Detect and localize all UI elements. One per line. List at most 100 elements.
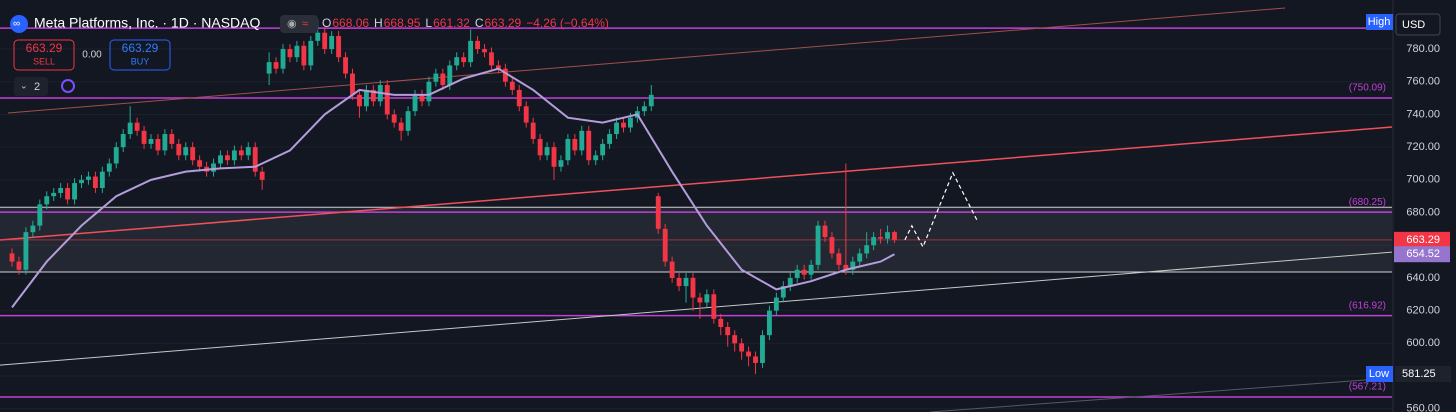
ohlc-key: H bbox=[374, 16, 383, 30]
candle-body bbox=[120, 134, 126, 148]
candle-body bbox=[801, 269, 807, 275]
low-label: Low bbox=[1369, 368, 1389, 380]
candle-body bbox=[141, 130, 147, 144]
candle-body bbox=[370, 89, 376, 102]
buy-button[interactable] bbox=[109, 39, 171, 71]
candle-body bbox=[746, 351, 751, 357]
candle-body bbox=[760, 335, 765, 363]
candle-body bbox=[99, 171, 105, 189]
candle-body bbox=[322, 32, 328, 50]
sell-price: 663.29 bbox=[26, 41, 63, 55]
candle-body bbox=[509, 81, 515, 90]
candle-body bbox=[294, 45, 300, 58]
candle-body bbox=[266, 62, 272, 74]
layers-toggle[interactable] bbox=[14, 77, 48, 96]
icon-group[interactable] bbox=[280, 15, 318, 33]
currency: USD bbox=[1402, 19, 1425, 31]
y-tick-label: 680.00 bbox=[1406, 206, 1440, 218]
candle-body bbox=[308, 40, 314, 66]
level-label: (567.21) bbox=[1349, 382, 1386, 393]
chevron: ⌄ bbox=[20, 80, 28, 90]
currency-button[interactable] bbox=[1395, 13, 1441, 36]
candle-body bbox=[878, 237, 884, 239]
refresh-icon[interactable] bbox=[61, 79, 75, 93]
candle-body bbox=[551, 147, 557, 167]
candle-body bbox=[245, 147, 251, 156]
candle-body bbox=[169, 134, 175, 144]
ma-tag-box bbox=[1394, 246, 1450, 263]
candle-body bbox=[329, 35, 335, 50]
candle-body bbox=[92, 176, 98, 189]
candle-body bbox=[301, 45, 307, 66]
candle-body bbox=[218, 155, 223, 164]
level-label: (616.92) bbox=[1349, 300, 1386, 311]
low-value: 581.25 bbox=[1402, 368, 1436, 380]
candle-body bbox=[690, 277, 696, 298]
y-tick-label: 760.00 bbox=[1406, 76, 1440, 88]
candle-body bbox=[259, 171, 265, 180]
candle-body bbox=[669, 261, 675, 278]
candle-body bbox=[9, 253, 15, 262]
candle-body bbox=[30, 225, 36, 233]
candle-body bbox=[787, 277, 793, 287]
candle-body bbox=[461, 57, 467, 63]
ma-tag: 654.52 bbox=[1406, 248, 1440, 260]
y-tick-label: 560.00 bbox=[1406, 403, 1440, 412]
candle-body bbox=[829, 237, 835, 254]
candle-body bbox=[732, 335, 738, 344]
candle-body bbox=[704, 294, 710, 303]
candle-body bbox=[37, 204, 43, 226]
candle-body bbox=[753, 356, 758, 363]
candle-body bbox=[231, 150, 237, 161]
moving-average bbox=[11, 67, 895, 308]
candle-body bbox=[523, 106, 529, 123]
change: −4.26 (−0.64%) bbox=[526, 16, 609, 30]
candle-body bbox=[537, 138, 543, 156]
candle-body bbox=[857, 253, 863, 262]
candle-body bbox=[655, 196, 661, 229]
candle-body bbox=[16, 261, 22, 270]
trendline bbox=[0, 251, 1393, 366]
candle-body bbox=[238, 150, 244, 156]
candle-body bbox=[190, 147, 196, 161]
sell-label: SELL bbox=[33, 56, 55, 66]
candle-body bbox=[468, 40, 474, 63]
candle-body bbox=[600, 143, 606, 156]
candle-body bbox=[162, 134, 168, 151]
candle-body bbox=[127, 122, 133, 135]
candle-body bbox=[780, 286, 786, 298]
candle-body bbox=[148, 138, 154, 144]
candle-body bbox=[176, 143, 182, 156]
candle-body bbox=[607, 134, 613, 144]
candle-body bbox=[558, 160, 564, 167]
candle-body bbox=[155, 138, 161, 151]
candle-body bbox=[357, 94, 362, 107]
high-label: High bbox=[1368, 16, 1391, 28]
candle-body bbox=[336, 35, 342, 58]
candle-body bbox=[44, 196, 50, 205]
candle-body bbox=[106, 163, 112, 172]
candle-body bbox=[419, 94, 425, 102]
candle-body bbox=[197, 160, 203, 167]
last-price-tag: 663.29 bbox=[1406, 234, 1440, 246]
plot-area: (750.09) (680.25) (616.92) (567.21) bbox=[0, 7, 1393, 412]
ohlc-value: 661.32 bbox=[433, 16, 470, 30]
y-tick-label: 600.00 bbox=[1406, 337, 1440, 349]
candle-body bbox=[398, 122, 404, 131]
candle-body bbox=[315, 32, 321, 41]
sell-button[interactable] bbox=[13, 39, 75, 71]
candle-body bbox=[134, 122, 140, 131]
candle-body bbox=[579, 130, 585, 151]
trendline bbox=[929, 377, 1393, 412]
candle-body bbox=[766, 310, 772, 336]
candle-body bbox=[86, 176, 91, 180]
candle-body bbox=[350, 73, 355, 95]
candle-body bbox=[739, 343, 745, 352]
level-label: (750.09) bbox=[1349, 83, 1386, 94]
candle-body bbox=[280, 49, 286, 69]
candle-body bbox=[773, 297, 779, 311]
projection bbox=[904, 171, 979, 249]
trendline bbox=[0, 126, 1393, 241]
candle-body bbox=[440, 73, 446, 86]
